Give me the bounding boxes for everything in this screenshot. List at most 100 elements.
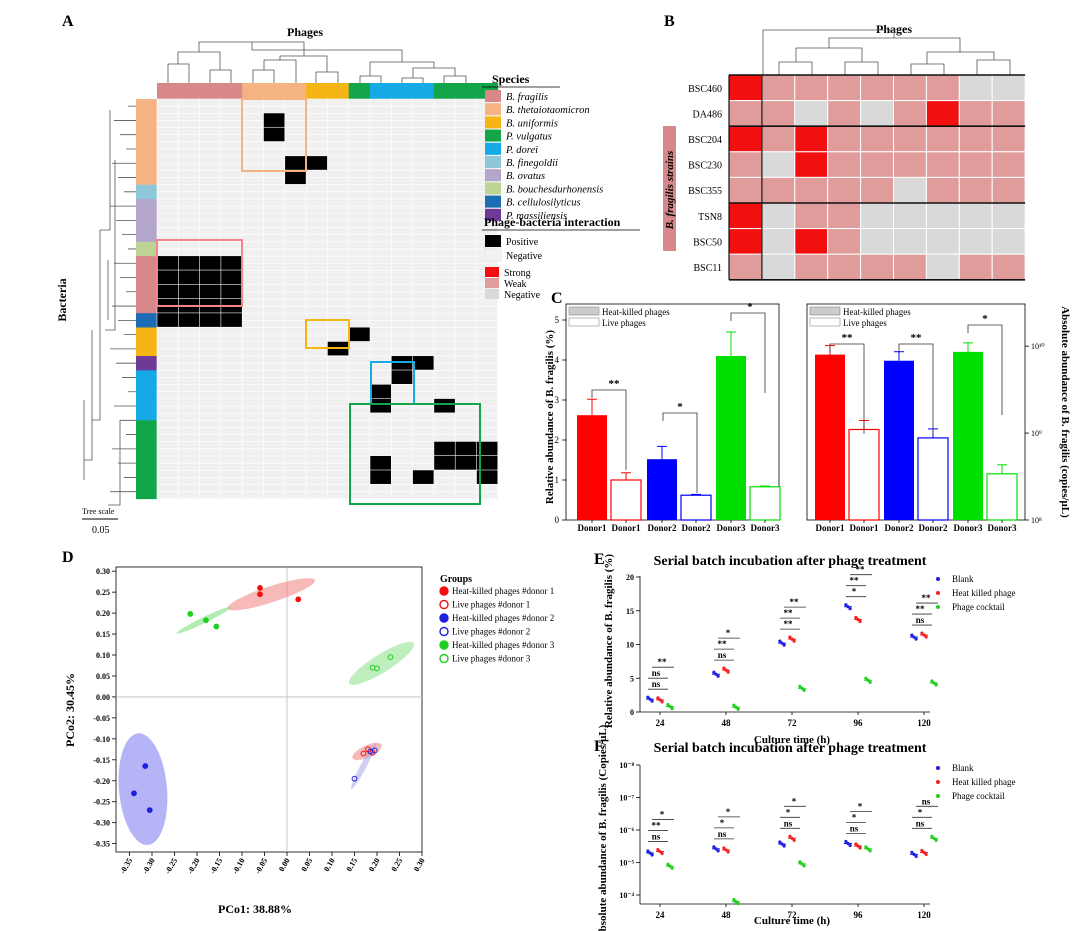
data-point <box>930 834 934 838</box>
legend-swatch-weak <box>485 278 499 288</box>
column-species-cell <box>391 83 413 99</box>
legend-label: Live phages #donor 1 <box>452 600 530 610</box>
x-tick-label: -0.15 <box>208 857 224 876</box>
positive-cell <box>221 313 242 327</box>
data-point <box>656 847 660 852</box>
dendrogram-branch <box>359 75 382 83</box>
interaction-heatmap <box>156 98 499 500</box>
significance-mark: * <box>918 807 923 817</box>
strain-cell <box>925 74 960 102</box>
row-species-cell <box>136 99 157 107</box>
data-point <box>712 670 716 674</box>
significance-mark: * <box>858 801 863 811</box>
f-plot: 10⁻⁸10⁻⁷10⁻⁶10⁻⁵10⁻⁴24 48 72 96 120ns***ns**… <box>619 761 938 920</box>
species-label: B. thetaiotaomicron <box>506 105 590 116</box>
legend-label-negative: Negative <box>506 251 543 262</box>
data-point <box>798 684 802 688</box>
x-tick-label: 96 <box>854 718 864 728</box>
panel-a-phages-label: Phages <box>287 25 323 39</box>
e-ylabel: Relative abundance of B. fragilis (%) <box>603 554 615 728</box>
row-species-cell <box>136 484 157 492</box>
row-species-cell <box>136 270 157 278</box>
positive-cell <box>285 170 306 185</box>
column-species-cell <box>327 83 349 99</box>
data-point <box>914 637 918 641</box>
legend-marker <box>439 653 449 664</box>
positive-cell <box>476 470 498 484</box>
pcoa-point <box>360 750 367 757</box>
dendrogram-branch <box>844 61 879 75</box>
species-legend: B. fragilis B. thetaiotaomicron B. uniform… <box>485 90 603 222</box>
significance-mark: ** <box>911 332 923 344</box>
c-right-category: Donor2 <box>885 523 914 533</box>
data-point <box>660 851 664 856</box>
row-species-cell <box>136 277 157 285</box>
species-label: B. cellulosilyticus <box>506 198 581 209</box>
legend-marker <box>439 599 449 610</box>
row-species-cell <box>136 456 157 464</box>
x-tick-label: 72 <box>788 910 798 920</box>
panel-a-letter: A <box>62 13 74 30</box>
dendrogram-branch <box>263 59 297 83</box>
data-point <box>854 842 858 846</box>
strain-cell <box>893 202 927 230</box>
legend-marker <box>439 626 449 637</box>
panel-b-dendrogram <box>762 29 1011 75</box>
c-left-bar <box>577 415 607 520</box>
c-left-bar <box>716 356 746 520</box>
legend-marker <box>439 586 449 596</box>
y-tick-label: 2 <box>555 435 560 445</box>
column-species-cell <box>370 83 392 99</box>
cluster-box <box>305 319 350 349</box>
x-tick-label: 120 <box>917 910 931 920</box>
significance-mark: ** <box>916 604 926 614</box>
strain-cell <box>794 253 829 281</box>
positive-cell <box>285 156 306 170</box>
row-species-cell <box>136 441 157 450</box>
row-species-cell <box>136 448 157 457</box>
strain-label: TSN8 <box>698 212 722 223</box>
dendrogram-branch <box>926 51 995 64</box>
strain-cell <box>958 176 993 204</box>
dendrogram-branch <box>795 47 863 62</box>
column-species-cell <box>306 83 328 99</box>
strain-cell <box>761 202 796 230</box>
c-right-legend-swatch-hk <box>809 306 841 316</box>
cluster-box <box>349 403 481 505</box>
row-species-cell <box>136 113 157 121</box>
species-swatch <box>485 129 501 142</box>
c-left-bar <box>749 486 781 521</box>
panel-b-letter: B <box>664 13 675 30</box>
ellipse-live-donor2 <box>351 743 376 790</box>
data-point <box>722 666 726 670</box>
significance-mark: ns <box>916 818 925 828</box>
legend-label: Phage cocktail <box>952 791 1005 801</box>
species-swatch <box>485 182 501 195</box>
legend-label: Heat killed phage <box>952 777 1015 787</box>
strain-cell <box>860 100 894 127</box>
data-point <box>868 680 872 684</box>
column-species-cell <box>242 83 264 99</box>
strain-cell <box>893 151 927 178</box>
column-species-cell <box>348 83 371 99</box>
significance-mark: ns <box>652 679 661 689</box>
significance-mark: ns <box>850 823 859 833</box>
pcoa-point <box>295 596 302 603</box>
data-point <box>920 848 924 853</box>
dendrogram-branch <box>369 61 435 76</box>
significance-bracket <box>662 412 698 493</box>
dendrogram-branch <box>92 230 101 421</box>
y-tick-label: 1 <box>555 475 560 485</box>
data-point <box>914 854 918 858</box>
strain-cell <box>893 100 927 127</box>
positive-cell <box>391 370 413 384</box>
c-left-category: Donor1 <box>612 523 641 533</box>
significance-mark: ** <box>856 565 866 575</box>
strain-cell <box>991 176 1026 204</box>
legend-label: Heat-killed phages #donor 1 <box>452 586 554 596</box>
row-species-cell <box>136 420 157 428</box>
data-point <box>650 699 654 703</box>
c-right-category: Donor3 <box>988 523 1017 533</box>
strain-cell <box>860 74 894 102</box>
strain-cell <box>794 176 829 204</box>
